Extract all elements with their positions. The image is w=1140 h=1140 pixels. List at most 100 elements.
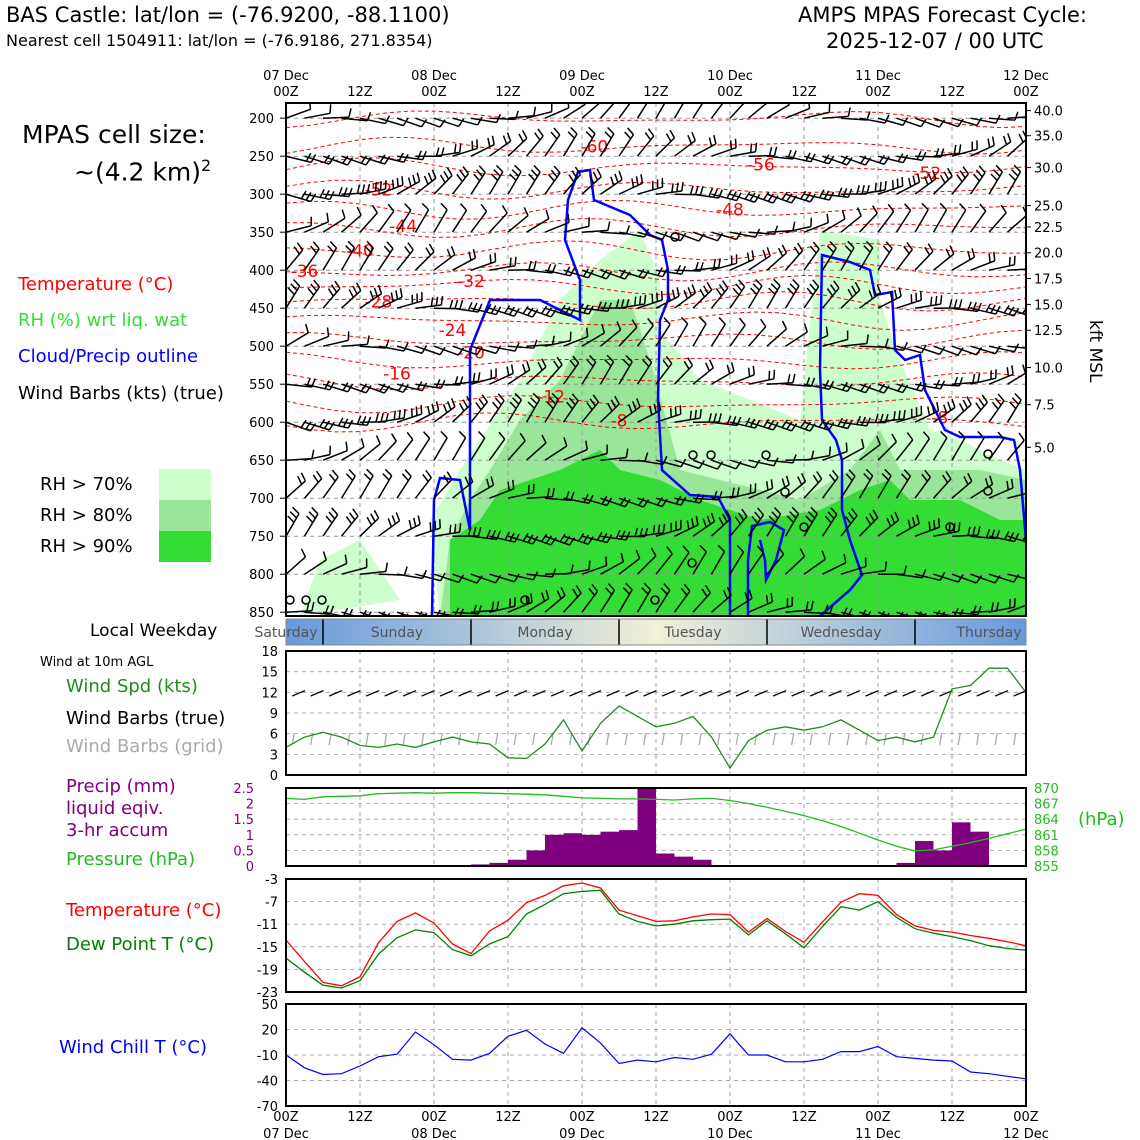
wind-barb-flag: [994, 345, 1001, 355]
time-tick-date-top: 08 Dec: [411, 69, 457, 84]
wind-barb-staff: [341, 566, 367, 575]
wind-barb-flag: [962, 166, 970, 175]
wind-barb-flag: [716, 461, 724, 470]
wind-barb-flag: [375, 413, 379, 423]
wind-barb-flag: [323, 154, 330, 163]
wind-barb: [729, 279, 746, 309]
wind-barb-flag: [468, 251, 472, 261]
wind-barb-flag: [589, 398, 596, 407]
wind-barb-staff: [840, 447, 865, 461]
wind-barb-staff: [377, 440, 397, 461]
wind-barb-flag: [1052, 569, 1055, 577]
wind-barb: [303, 470, 323, 499]
wind-barb-flag: [977, 373, 981, 383]
wind-barb-staff: [433, 573, 459, 584]
wind-barb-staff: [451, 437, 467, 461]
wind-barb-flag: [657, 401, 662, 411]
wind-barb-flag: [810, 600, 814, 611]
wind-barb-flag: [818, 189, 825, 199]
kft-tick-label: 25.0: [1034, 200, 1063, 215]
wind-barb-flag: [651, 294, 654, 304]
wind-barb-flag: [383, 245, 391, 254]
wind-barb: [507, 483, 535, 499]
wind-barb-flag: [765, 93, 769, 101]
wind-barb-flag: [847, 512, 855, 521]
wind-barb: [914, 402, 940, 423]
wind-barb: [914, 170, 937, 195]
pressure-tick-label: 858: [1034, 844, 1059, 859]
wind-barb-flag: [551, 392, 559, 401]
wind-barb-flag: [691, 518, 695, 528]
wind-barb-flag: [760, 318, 767, 328]
wind-barb-flag: [1008, 599, 1011, 609]
wind-barb-staff: [636, 325, 654, 347]
wind-barb: [507, 532, 539, 545]
wind-barb: [414, 431, 431, 461]
wind-barb: [415, 296, 444, 309]
wind-barb: [673, 316, 689, 347]
wind-barb-grid: [846, 733, 850, 746]
wind-barb: [785, 473, 807, 499]
wind-barb-flag: [732, 287, 740, 296]
y-tick-label: 50: [261, 998, 278, 1013]
wind-barb-flag: [435, 401, 440, 411]
isotherm-line: [286, 372, 1026, 391]
wind-barb-flag: [391, 515, 397, 525]
wind-barb-flag: [540, 305, 548, 314]
wind-barb-flag: [762, 249, 767, 259]
wind-barb-flag: [495, 164, 504, 173]
wind-barb-flag: [894, 511, 900, 521]
wind-barb-flag: [450, 245, 456, 255]
wind-barb-flag: [993, 169, 1001, 177]
wind-barb-flag: [683, 360, 690, 370]
wind-barb-flag: [607, 221, 611, 231]
wind-barb-flag: [676, 287, 680, 297]
wind-barb: [988, 573, 1020, 583]
wind-barb-flag: [625, 582, 633, 591]
wind-barb-staff: [673, 323, 689, 347]
wind-barb: [618, 174, 644, 195]
pressure-tick-label: 600: [249, 416, 274, 431]
wind-barb-flag: [344, 554, 348, 564]
time-tick-hour-top: 00Z: [569, 85, 595, 100]
wind-barb-flag: [1046, 536, 1051, 543]
nearest-cell-label: Nearest cell 1504911: lat/lon = (-76.918…: [6, 31, 433, 50]
wind-barb-staff: [859, 443, 881, 461]
wind-barb-flag: [766, 247, 771, 257]
wind-barb-flag: [828, 473, 836, 482]
wind-barb: [729, 459, 761, 469]
cell-size-exponent: 2: [201, 156, 212, 175]
wind-barb: [637, 290, 663, 309]
wind-barb-flag: [691, 284, 697, 294]
wind-barb-flag: [781, 244, 788, 254]
wind-barb-flag: [781, 191, 788, 200]
wind-barb-flag: [527, 534, 534, 543]
wind-barb: [526, 434, 547, 461]
sounding-axes: 2002503003504004505005506006507007508008…: [249, 105, 1063, 622]
wind-barb-flag: [947, 401, 952, 411]
isotherm-label: -36: [291, 262, 319, 282]
wind-barb-flag: [361, 184, 366, 194]
wind-barb: [1007, 492, 1026, 499]
wind-barb: [748, 225, 779, 235]
wind-barb-flag: [374, 182, 378, 192]
wind-barb: [470, 601, 500, 613]
wind-barb-flag: [985, 529, 991, 538]
wind-barb-flag: [830, 507, 838, 515]
wind-barb-flag: [619, 497, 627, 506]
wind-barb-true: [1013, 689, 1027, 697]
wind-barb-staff: [359, 212, 378, 233]
wind-barb-flag: [682, 545, 690, 554]
wind-barb: [359, 240, 374, 271]
wind-barb: [711, 231, 742, 241]
rh-bin-80-swatch: [159, 500, 211, 531]
wind-barb-flag: [773, 506, 782, 515]
wind-barb-flag: [887, 203, 895, 212]
wind-barb-flag: [1046, 591, 1048, 600]
sounding-frame: [285, 102, 1027, 617]
wind-barb-flag: [990, 602, 995, 612]
wind-barb: [489, 573, 520, 583]
wind-chill-line: [285, 1026, 1027, 1080]
